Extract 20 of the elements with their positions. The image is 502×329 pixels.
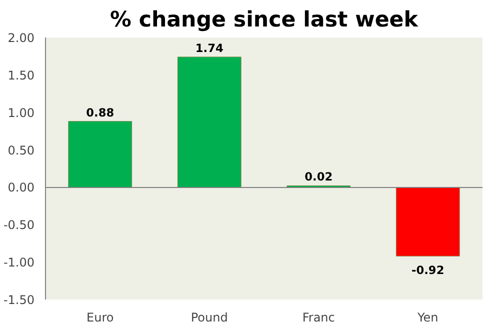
- x-tick-label: Euro: [86, 310, 114, 324]
- data-label: 1.74: [195, 40, 224, 55]
- y-tick-label: 0.50: [8, 143, 34, 158]
- y-tick-label: -1.50: [3, 293, 35, 307]
- x-tick-label: Franc: [302, 310, 335, 324]
- y-tick-label: -0.50: [3, 218, 35, 232]
- y-tick-label: -1.00: [3, 256, 35, 270]
- x-tick-label: Pound: [190, 310, 228, 324]
- y-tick-label: 2.00: [8, 31, 34, 45]
- y-tick-label: 0.00: [8, 180, 34, 195]
- data-label: 0.02: [304, 170, 333, 184]
- y-tick-label: 1.00: [8, 106, 34, 120]
- data-label: -0.92: [412, 263, 444, 278]
- bar: [396, 186, 460, 256]
- chart-title: % change since last week: [110, 8, 419, 32]
- bar: [68, 121, 132, 188]
- bar: [177, 56, 242, 188]
- data-label: 0.88: [86, 105, 114, 120]
- y-tick-label: 1.50: [8, 68, 34, 82]
- x-tick-label: Yen: [416, 310, 438, 324]
